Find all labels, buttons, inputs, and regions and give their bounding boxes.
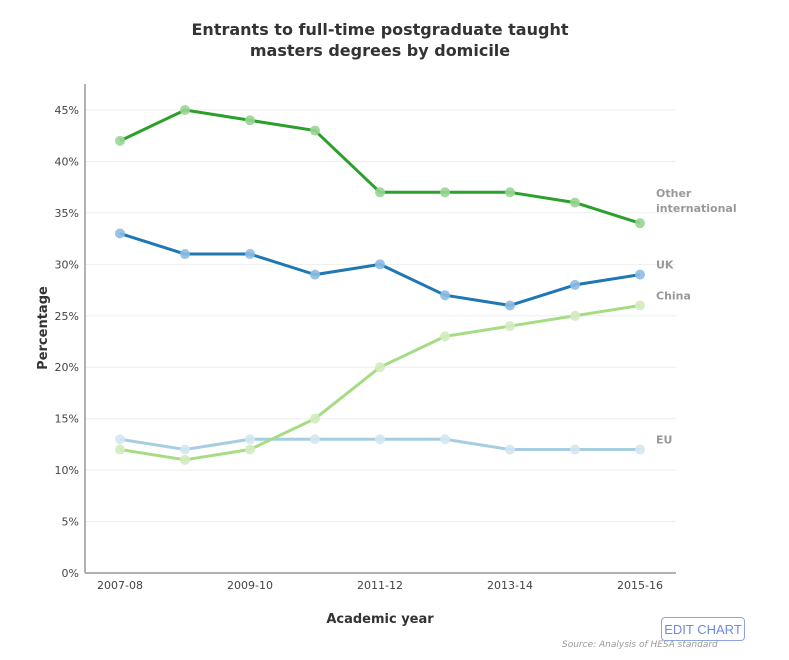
source-note: Source: Analysis of HESA standard — [562, 640, 718, 650]
data-point-china[interactable] — [375, 362, 385, 373]
x-tick-label: 2013-14 — [487, 579, 533, 592]
series-labels: Other international UK China EU — [656, 187, 737, 446]
y-axis-ticks: 0% 5% 10% 15% 20% 25% 30% 35% 40% 45% — [55, 104, 79, 580]
data-point-other-international[interactable] — [375, 187, 385, 198]
series-label-china: China — [656, 289, 691, 302]
edit-chart-button[interactable]: EDIT CHART — [661, 617, 745, 641]
y-tick-label: 10% — [55, 464, 79, 477]
chart-title-line-1: Entrants to full-time postgraduate taugh… — [192, 20, 569, 39]
series-eu — [115, 434, 645, 455]
series-line-uk — [119, 232, 641, 307]
y-tick-label: 15% — [55, 413, 79, 426]
data-point-eu[interactable] — [440, 434, 450, 445]
data-point-uk[interactable] — [505, 300, 515, 311]
x-tick-label: 2007-08 — [97, 579, 143, 592]
data-point-china[interactable] — [115, 444, 125, 455]
x-tick-label: 2009-10 — [227, 579, 273, 592]
y-tick-label: 5% — [62, 516, 79, 529]
data-point-other-international[interactable] — [180, 105, 190, 115]
series-line-other-international — [119, 108, 641, 225]
series-label-eu: EU — [656, 434, 672, 447]
data-point-eu[interactable] — [505, 444, 515, 455]
y-axis-title: Percentage — [36, 286, 51, 370]
data-point-eu[interactable] — [635, 444, 645, 455]
series-label-other-international: Other international — [656, 187, 737, 215]
data-point-uk[interactable] — [570, 279, 580, 290]
x-tick-label: 2015-16 — [617, 579, 663, 592]
data-point-uk[interactable] — [180, 249, 190, 260]
data-point-china[interactable] — [440, 331, 450, 342]
data-point-other-international[interactable] — [635, 218, 645, 229]
series-group — [115, 105, 645, 465]
data-point-eu[interactable] — [570, 444, 580, 455]
x-axis-ticks: 2007-08 2009-10 2011-12 2013-14 2015-16 — [97, 579, 663, 592]
y-tick-label: 25% — [55, 310, 79, 323]
data-point-uk[interactable] — [375, 259, 385, 270]
data-point-other-international[interactable] — [115, 135, 125, 146]
y-tick-label: 45% — [55, 104, 79, 117]
series-china — [115, 300, 645, 465]
series-other-international — [115, 105, 645, 229]
data-point-uk[interactable] — [245, 249, 255, 260]
y-tick-label: 30% — [55, 258, 79, 271]
x-tick-label: 2011-12 — [357, 579, 403, 592]
data-point-uk[interactable] — [440, 290, 450, 301]
data-point-uk[interactable] — [310, 269, 320, 280]
data-point-china[interactable] — [635, 300, 645, 311]
data-point-china[interactable] — [245, 444, 255, 455]
series-uk — [115, 228, 645, 311]
data-point-china[interactable] — [310, 413, 320, 424]
data-point-other-international[interactable] — [245, 115, 255, 126]
data-point-other-international[interactable] — [570, 197, 580, 208]
data-point-eu[interactable] — [375, 434, 385, 445]
y-tick-label: 20% — [55, 361, 79, 374]
y-tick-label: 0% — [62, 567, 79, 580]
y-tick-label: 35% — [55, 207, 79, 220]
gridlines — [85, 109, 676, 523]
chart-title-line-2: masters degrees by domicile — [250, 41, 510, 60]
data-point-china[interactable] — [180, 454, 190, 465]
series-label-uk: UK — [656, 259, 674, 272]
data-point-eu[interactable] — [245, 434, 255, 445]
data-point-china[interactable] — [505, 321, 515, 332]
data-point-uk[interactable] — [635, 269, 645, 280]
data-point-eu[interactable] — [115, 434, 125, 445]
data-point-other-international[interactable] — [505, 187, 515, 198]
data-point-other-international[interactable] — [310, 125, 320, 136]
x-axis-title: Academic year — [326, 612, 434, 627]
data-point-other-international[interactable] — [440, 187, 450, 198]
data-point-eu[interactable] — [180, 444, 190, 455]
data-point-eu[interactable] — [310, 434, 320, 445]
data-point-china[interactable] — [570, 310, 580, 321]
y-tick-label: 40% — [55, 155, 79, 168]
data-point-uk[interactable] — [115, 228, 125, 239]
